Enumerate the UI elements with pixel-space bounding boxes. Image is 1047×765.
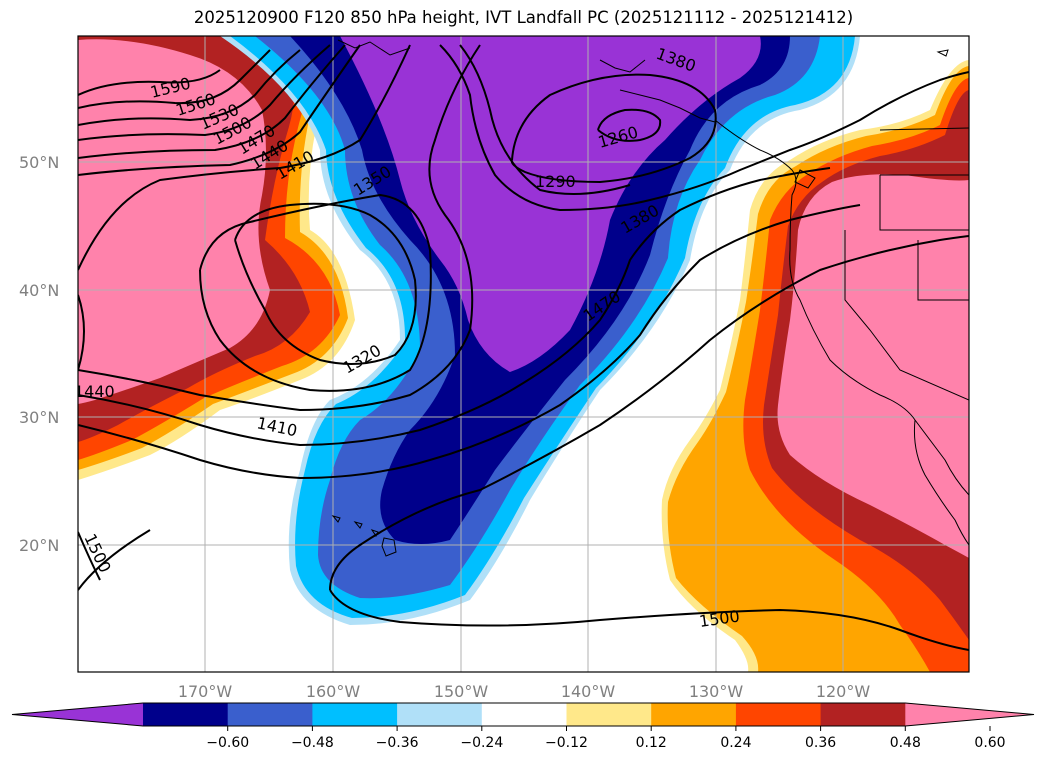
colorbar-segment (143, 703, 229, 726)
colorbar-tick-label: −0.12 (545, 735, 588, 751)
colorbar-tick-label: −0.36 (376, 735, 419, 751)
lon-label: 160°W (306, 682, 361, 701)
lat-label: 20°N (19, 536, 59, 555)
colorbar-tick-label: 0.36 (805, 735, 836, 751)
lon-label: 170°W (178, 682, 233, 701)
colorbar-segment (227, 703, 313, 726)
central-negative-region (220, 36, 860, 625)
colorbar: −0.60 −0.48 −0.36 −0.24 −0.12 0.12 0.24 0.36 0.4… (11, 702, 1035, 751)
colorbar-segment (397, 703, 483, 726)
colorbar-tick-label: 0.12 (636, 735, 667, 751)
colorbar-segment (651, 703, 737, 726)
colorbar-tick-label: −0.60 (206, 735, 249, 751)
colorbar-extend-high (905, 703, 1034, 726)
latitude-labels: 50°N 40°N 30°N 20°N (19, 153, 59, 555)
lat-label: 30°N (19, 408, 59, 427)
contour-label: 1290 (535, 172, 576, 191)
colorbar-segment (481, 703, 567, 726)
colorbar-segment (312, 703, 398, 726)
east-positive-region (661, 60, 969, 672)
coastlines (331, 39, 969, 557)
colorbar-segment (735, 703, 822, 726)
longitude-labels: 170°W 160°W 150°W 140°W 130°W 120°W (178, 682, 871, 701)
colorbar-segment (566, 703, 652, 726)
lon-label: 130°W (689, 682, 744, 701)
colorbar-tick-label: 0.60 (974, 735, 1005, 751)
contour-label: 1440 (74, 382, 115, 401)
map-frame (77, 35, 970, 673)
colorbar-tick-label: −0.24 (460, 735, 503, 751)
map-title: 2025120900 F120 850 hPa height, IVT Land… (193, 8, 854, 27)
colorbar-tick-label: −0.48 (291, 735, 334, 751)
lat-label: 50°N (19, 153, 59, 172)
colorbar-tick-label: 0.24 (720, 735, 751, 751)
west-positive-region (78, 36, 355, 480)
lon-label: 120°W (816, 682, 871, 701)
colorbar-extend-low (12, 703, 143, 726)
colorbar-segment (820, 703, 906, 726)
colorbar-outline (11, 702, 1035, 727)
graticule (78, 36, 969, 672)
lat-label: 40°N (19, 281, 59, 300)
lon-label: 140°W (561, 682, 616, 701)
map-area: 1590 1560 1530 1500 1470 1440 1410 1350 … (74, 36, 969, 672)
height-contours (78, 44, 969, 651)
lon-label: 150°W (434, 682, 489, 701)
colorbar-tick-label: 0.48 (890, 735, 921, 751)
